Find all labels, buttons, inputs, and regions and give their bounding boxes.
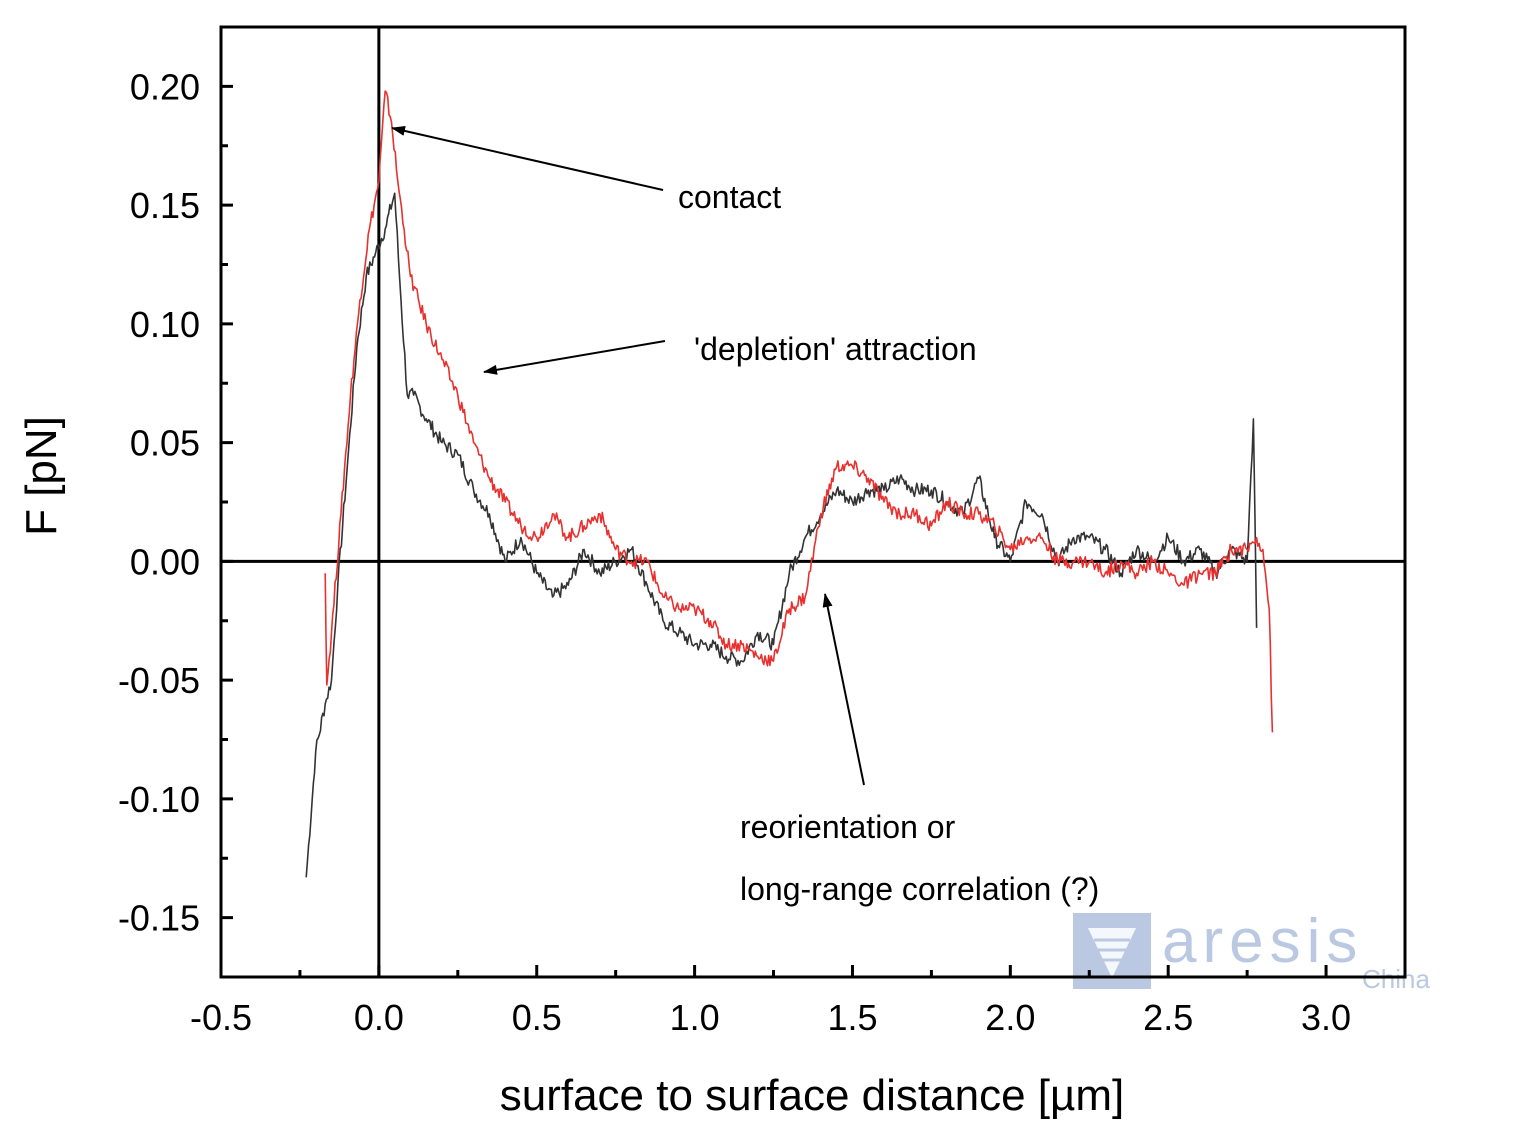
x-tick-label: 2.0	[985, 997, 1035, 1038]
x-tick-label: 0.5	[512, 997, 562, 1038]
annotations: contact 'depletion' attraction reorienta…	[391, 126, 1099, 907]
y-tick-label: 0.00	[130, 541, 200, 582]
x-tick-label: -0.5	[190, 997, 252, 1038]
reorientation-arrow	[822, 593, 865, 786]
x-tick-label: 1.0	[670, 997, 720, 1038]
y-tick-label: 0.15	[130, 185, 200, 226]
watermark-brand: aresis	[1162, 907, 1363, 976]
y-axis-title: F [pN]	[17, 416, 66, 536]
y-tick-label: 0.05	[130, 423, 200, 464]
x-tick-label: 1.5	[827, 997, 877, 1038]
y-axis-ticks: -0.15 -0.10 -0.05 0.00 0.05 0.10 0.15 0.20	[118, 66, 233, 939]
y-tick-label: -0.15	[118, 898, 200, 939]
y-tick-label: -0.05	[118, 660, 200, 701]
x-axis-title: surface to surface distance [µm]	[500, 1071, 1125, 1120]
watermark-logo: aresis China	[1073, 907, 1430, 994]
watermark-sub: China	[1362, 964, 1430, 994]
contact-arrow	[391, 126, 664, 191]
x-tick-label: 2.5	[1143, 997, 1193, 1038]
depletion-arrow	[483, 340, 666, 375]
annotation-depletion: 'depletion' attraction	[694, 331, 977, 367]
series-line-1	[305, 192, 1258, 878]
series-layer	[305, 90, 1274, 878]
annotation-contact: contact	[678, 179, 781, 215]
annotation-long-range: long-range correlation (?)	[740, 871, 1099, 907]
x-tick-label: 3.0	[1301, 997, 1351, 1038]
y-tick-label: -0.10	[118, 779, 200, 820]
x-axis-ticks: -0.5 0.0 0.5 1.0 1.5 2.0 2.5 3.0	[190, 965, 1351, 1038]
x-tick-label: 0.0	[354, 997, 404, 1038]
series-line-2	[324, 90, 1274, 733]
y-tick-label: 0.20	[130, 66, 200, 107]
annotation-reorientation: reorientation or	[740, 809, 956, 845]
y-tick-label: 0.10	[130, 304, 200, 345]
